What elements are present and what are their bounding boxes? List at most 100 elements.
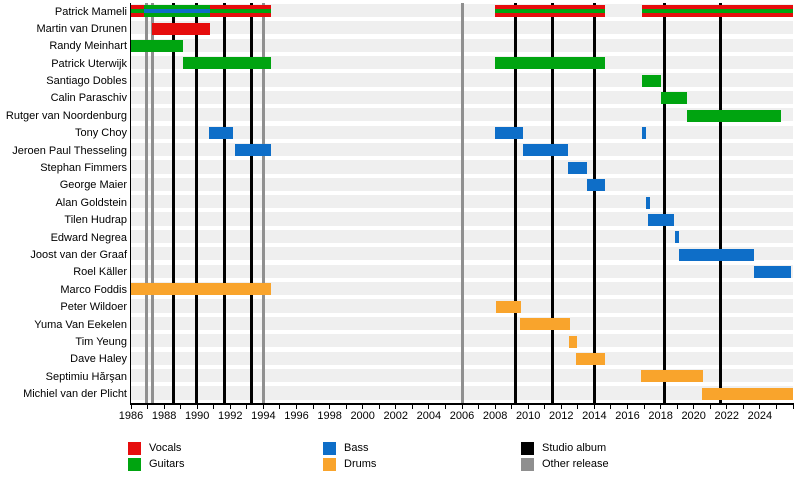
x-axis-tick-label: 2022	[714, 410, 740, 422]
role-stripe-guitars	[642, 9, 793, 14]
timeline-bar	[520, 318, 571, 331]
role-stripe-bass	[144, 9, 211, 14]
role-stripe-bass	[209, 126, 234, 139]
x-axis-tick-label: 2002	[383, 410, 409, 422]
timeline-bar	[642, 5, 793, 18]
member-name-label: Santiago Dobles	[46, 75, 127, 88]
x-axis-tick	[544, 404, 546, 409]
legend-label: Vocals	[149, 442, 182, 454]
timeline-bar	[641, 370, 704, 383]
x-axis-tick	[560, 404, 562, 409]
role-stripe-drums	[641, 370, 704, 383]
timeline-bar	[646, 196, 650, 209]
timeline-bar	[753, 266, 791, 279]
timeline-bar	[568, 161, 587, 174]
timeline-bar	[234, 144, 271, 157]
role-stripe-guitars	[495, 9, 605, 14]
role-stripe-guitars	[660, 92, 688, 105]
x-axis-tick	[676, 404, 678, 409]
x-axis-tick	[726, 404, 728, 409]
role-stripe-bass	[586, 179, 605, 192]
studio-album-line	[550, 3, 554, 403]
role-stripe-guitars	[144, 5, 211, 10]
x-axis-tick	[693, 404, 695, 409]
role-stripe-bass	[648, 213, 674, 226]
timeline-bar	[674, 231, 679, 244]
timeline-bar	[144, 5, 211, 18]
x-axis-tick	[577, 404, 579, 409]
role-stripe-guitars	[131, 9, 145, 14]
member-name-label: Joost van der Graaf	[30, 248, 127, 261]
x-axis-tick-label: 1988	[151, 410, 177, 422]
role-stripe-vocals	[131, 5, 145, 10]
member-name-label: Jeroen Paul Thesseling	[12, 144, 127, 157]
x-axis-tick	[180, 404, 182, 409]
member-name-label: Rutger van Noordenburg	[5, 109, 127, 122]
member-name-label: Stephan Fimmers	[40, 162, 127, 175]
member-name-label: Dave Haley	[70, 353, 127, 366]
legend-swatch-guitars	[128, 458, 141, 471]
other-release-line	[460, 3, 464, 403]
studio-album-line	[194, 3, 198, 403]
role-stripe-drums	[496, 300, 522, 313]
member-name-label: Roel Käller	[73, 266, 127, 279]
x-axis-tick	[593, 404, 595, 409]
x-axis-tick	[362, 404, 364, 409]
x-axis-tick-label: 1998	[317, 410, 342, 422]
x-axis-tick	[627, 404, 628, 409]
x-axis-tick-label: 2006	[449, 410, 475, 422]
studio-album-line	[171, 3, 175, 403]
x-axis-tick	[444, 404, 446, 409]
x-axis-tick-label: 1992	[218, 410, 243, 422]
member-name-label: Calin Paraschiv	[50, 92, 127, 105]
studio-album-line	[514, 3, 518, 403]
timeline-bar	[210, 5, 271, 18]
timeline-bar	[496, 300, 522, 313]
studio-album-line	[222, 3, 226, 403]
x-axis-tick	[262, 404, 264, 409]
timeline-bar	[586, 179, 605, 192]
plot-left-border	[129, 3, 131, 403]
member-name-label: Martin van Drunen	[36, 22, 128, 35]
x-axis-tick	[643, 404, 645, 409]
x-axis-tick	[461, 404, 463, 409]
role-stripe-guitars	[642, 74, 661, 87]
timeline-bar	[131, 283, 271, 296]
role-stripe-guitars	[210, 9, 271, 14]
role-stripe-vocals	[495, 13, 605, 18]
legend-label: Other release	[542, 458, 609, 470]
x-axis-tick-label: 2024	[747, 410, 773, 422]
legend-label: Guitars	[149, 458, 185, 470]
role-stripe-guitars	[183, 57, 271, 70]
role-stripe-bass	[642, 126, 647, 139]
role-stripe-drums	[701, 387, 793, 400]
x-axis-tick-label: 2004	[416, 410, 442, 422]
legend-swatch-bass	[323, 442, 336, 455]
x-axis-tick	[378, 404, 380, 409]
x-axis-tick-label: 2008	[482, 410, 508, 422]
timeline-bar	[642, 126, 647, 139]
legend-swatch-drums	[323, 458, 336, 471]
x-axis-tick	[130, 404, 132, 409]
x-axis-tick	[428, 404, 430, 409]
other-release-line	[144, 3, 148, 403]
x-axis-tick	[229, 404, 231, 409]
x-axis-tick	[610, 404, 612, 409]
x-axis-tick	[296, 404, 297, 409]
timeline-bar	[495, 57, 605, 70]
member-name-label: Edward Negrea	[50, 231, 127, 244]
timeline-bar	[209, 126, 234, 139]
timeline-bar	[660, 92, 688, 105]
other-release-line	[261, 3, 265, 403]
studio-album-line	[250, 3, 254, 403]
x-axis-tick-label: 1986	[118, 410, 144, 422]
x-axis-tick	[147, 404, 149, 409]
role-stripe-bass	[646, 196, 650, 209]
role-stripe-drums	[569, 335, 578, 348]
timeline-bar	[569, 335, 578, 348]
legend-label: Drums	[344, 458, 377, 470]
role-stripe-vocals	[152, 22, 211, 35]
studio-album-line	[662, 3, 666, 403]
x-axis-tick	[478, 404, 480, 409]
member-name-label: Yuma Van Eekelen	[34, 318, 127, 331]
